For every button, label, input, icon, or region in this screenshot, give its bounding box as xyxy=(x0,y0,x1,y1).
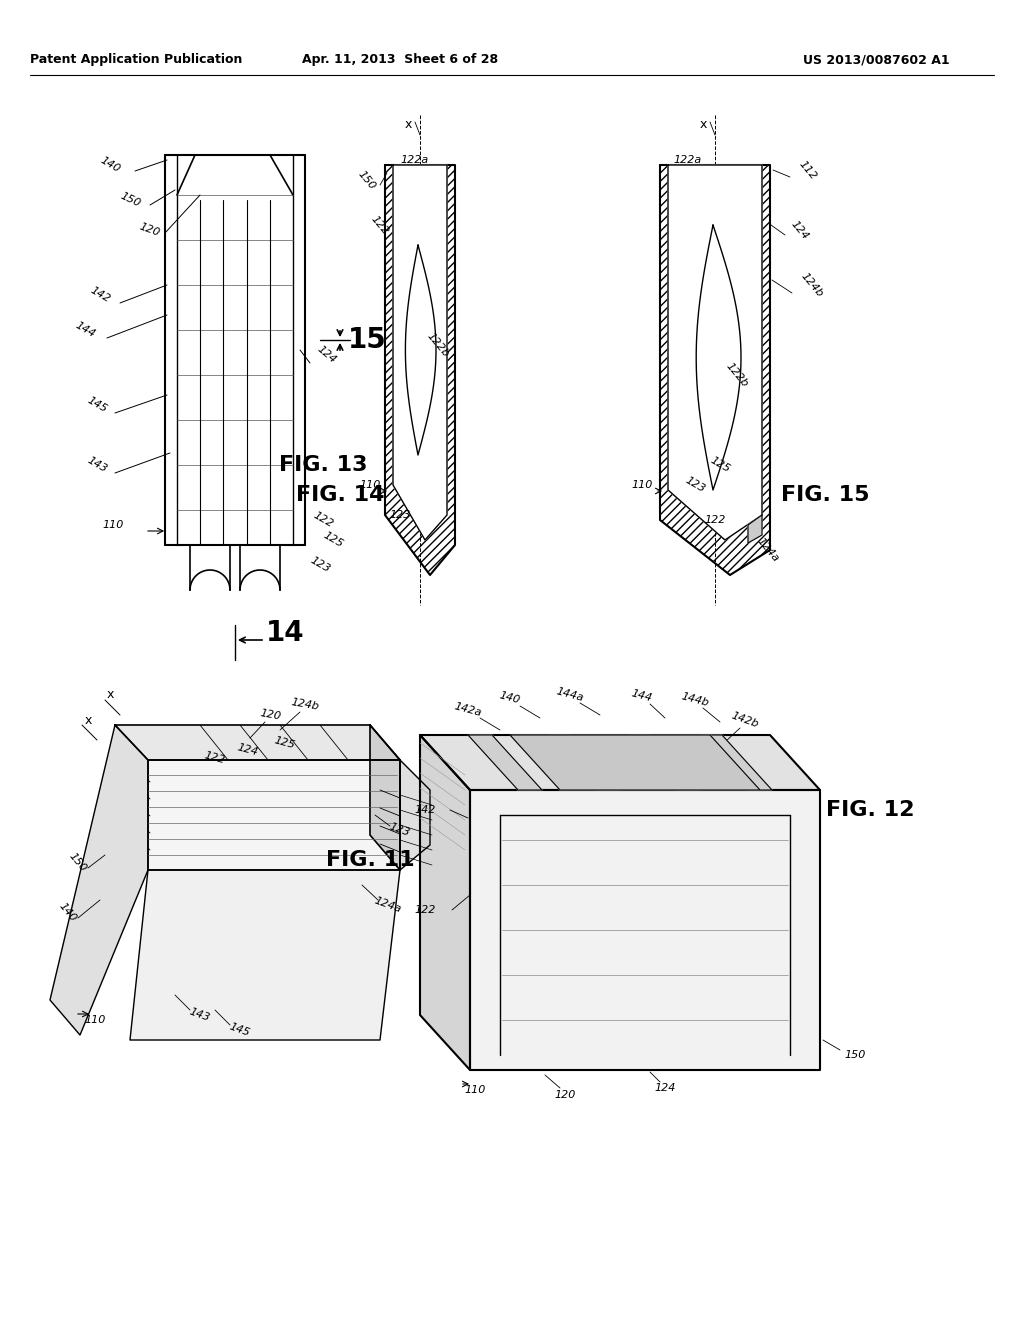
Text: 122: 122 xyxy=(705,515,726,525)
Polygon shape xyxy=(50,725,148,1035)
Text: US 2013/0087602 A1: US 2013/0087602 A1 xyxy=(804,54,950,66)
Text: 145: 145 xyxy=(228,1022,252,1039)
Polygon shape xyxy=(385,165,455,576)
Text: 124a: 124a xyxy=(373,895,403,915)
Text: 124: 124 xyxy=(790,219,811,242)
Polygon shape xyxy=(406,246,436,455)
Text: 144: 144 xyxy=(74,321,96,339)
Text: 14: 14 xyxy=(265,619,304,647)
Text: 144a: 144a xyxy=(555,686,585,704)
Text: FIG. 14: FIG. 14 xyxy=(296,484,384,506)
Text: 15: 15 xyxy=(347,326,386,354)
Polygon shape xyxy=(698,735,772,789)
Text: 122b: 122b xyxy=(724,360,750,389)
Text: 110: 110 xyxy=(632,480,652,490)
Text: 140: 140 xyxy=(499,690,521,706)
Text: FIG. 12: FIG. 12 xyxy=(825,800,914,820)
Text: 143: 143 xyxy=(188,1007,212,1023)
Polygon shape xyxy=(696,224,741,490)
Text: Patent Application Publication: Patent Application Publication xyxy=(30,54,243,66)
Text: FIG. 11: FIG. 11 xyxy=(326,850,415,870)
Text: x: x xyxy=(404,119,412,132)
Text: x: x xyxy=(106,689,114,701)
Text: 120: 120 xyxy=(554,1090,575,1100)
Text: 122: 122 xyxy=(204,750,226,766)
Text: 140: 140 xyxy=(57,900,79,924)
Text: 124b: 124b xyxy=(799,271,825,300)
Text: 124b: 124b xyxy=(290,697,319,713)
Text: 145: 145 xyxy=(85,395,109,414)
Text: 125: 125 xyxy=(273,735,297,751)
Text: 150: 150 xyxy=(118,191,141,209)
Text: 110: 110 xyxy=(464,1085,485,1096)
Polygon shape xyxy=(660,165,770,576)
Polygon shape xyxy=(148,760,400,870)
Text: 120: 120 xyxy=(138,222,162,239)
Text: 140: 140 xyxy=(98,156,122,174)
Text: 122: 122 xyxy=(370,214,391,236)
Polygon shape xyxy=(510,735,760,789)
Text: 110: 110 xyxy=(359,480,381,490)
Polygon shape xyxy=(420,735,470,1071)
Text: 143: 143 xyxy=(85,455,109,475)
Text: 122b: 122b xyxy=(425,331,451,359)
Polygon shape xyxy=(400,760,430,870)
Text: 123: 123 xyxy=(683,475,707,495)
Text: FIG. 13: FIG. 13 xyxy=(279,455,368,475)
Text: 125: 125 xyxy=(709,455,732,475)
Text: 124: 124 xyxy=(237,742,260,758)
Polygon shape xyxy=(748,515,762,543)
Text: x: x xyxy=(699,119,707,132)
Text: 112: 112 xyxy=(798,158,819,181)
Text: 124: 124 xyxy=(315,345,338,366)
Text: 110: 110 xyxy=(84,1015,105,1026)
Text: 142: 142 xyxy=(415,805,435,814)
Text: 144: 144 xyxy=(631,689,653,704)
Text: 124: 124 xyxy=(654,1082,676,1093)
Text: 150: 150 xyxy=(845,1049,865,1060)
Text: 123: 123 xyxy=(389,510,411,520)
Text: Apr. 11, 2013  Sheet 6 of 28: Apr. 11, 2013 Sheet 6 of 28 xyxy=(302,54,498,66)
Polygon shape xyxy=(130,870,400,1040)
Text: x: x xyxy=(84,714,92,726)
Text: 122: 122 xyxy=(311,511,335,529)
Polygon shape xyxy=(628,735,702,789)
Text: 120: 120 xyxy=(259,709,282,722)
Text: 144b: 144b xyxy=(680,692,710,709)
Text: 110: 110 xyxy=(102,520,124,531)
Polygon shape xyxy=(470,789,820,1071)
Text: 125: 125 xyxy=(322,531,345,549)
Text: 123: 123 xyxy=(308,556,332,574)
Text: 122a: 122a xyxy=(400,154,429,165)
Polygon shape xyxy=(420,735,820,789)
Text: 142b: 142b xyxy=(730,710,760,730)
Polygon shape xyxy=(115,725,400,760)
Polygon shape xyxy=(468,735,542,789)
Text: 122a: 122a xyxy=(674,154,702,165)
Text: FIG. 15: FIG. 15 xyxy=(780,484,869,506)
Text: 123: 123 xyxy=(388,821,412,838)
Polygon shape xyxy=(548,735,622,789)
Text: 142a: 142a xyxy=(453,701,483,718)
Text: 150: 150 xyxy=(356,169,378,191)
Text: 142: 142 xyxy=(88,285,112,305)
Text: 122: 122 xyxy=(415,906,435,915)
Polygon shape xyxy=(668,165,762,540)
Polygon shape xyxy=(393,165,447,540)
Text: 150: 150 xyxy=(68,850,89,874)
Polygon shape xyxy=(370,725,400,870)
Text: 124a: 124a xyxy=(755,536,781,564)
